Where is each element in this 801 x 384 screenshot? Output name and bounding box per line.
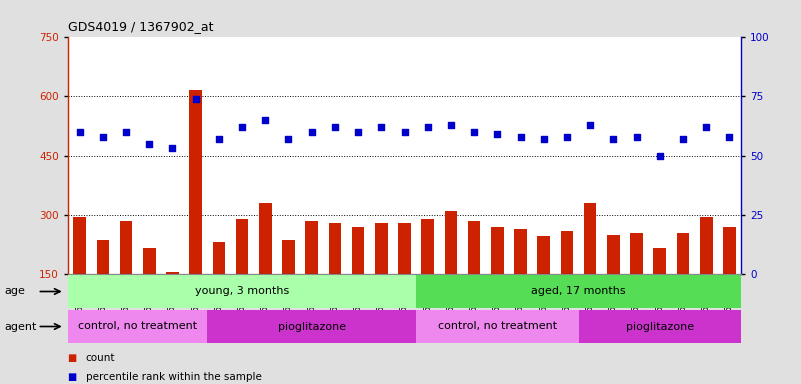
Bar xyxy=(166,272,179,274)
Point xyxy=(723,134,736,140)
Bar xyxy=(74,217,86,274)
Bar xyxy=(68,275,416,308)
Point xyxy=(561,134,574,140)
Bar xyxy=(143,248,155,274)
Text: percentile rank within the sample: percentile rank within the sample xyxy=(86,372,262,382)
Text: agent: agent xyxy=(4,321,36,331)
Point xyxy=(143,141,155,147)
Point xyxy=(328,124,341,130)
Point xyxy=(189,96,202,102)
Bar xyxy=(723,227,735,274)
Text: control, no treatment: control, no treatment xyxy=(78,321,197,331)
Bar xyxy=(282,240,295,274)
Text: young, 3 months: young, 3 months xyxy=(195,286,289,296)
Bar xyxy=(375,223,388,274)
Point xyxy=(677,136,690,142)
Bar xyxy=(68,310,207,343)
Text: aged, 17 months: aged, 17 months xyxy=(531,286,626,296)
Bar xyxy=(207,310,416,343)
Bar xyxy=(468,221,481,274)
Bar xyxy=(491,227,504,274)
Point xyxy=(630,134,643,140)
Point xyxy=(700,124,713,130)
Text: pioglitazone: pioglitazone xyxy=(278,321,346,331)
Bar xyxy=(189,90,202,274)
Text: ■: ■ xyxy=(68,353,80,363)
Point xyxy=(398,129,411,135)
Point xyxy=(166,145,179,151)
Bar xyxy=(514,228,527,274)
Point xyxy=(305,129,318,135)
Point xyxy=(654,152,666,159)
Point xyxy=(73,129,86,135)
Bar xyxy=(352,227,364,274)
Point xyxy=(259,117,272,123)
Bar xyxy=(445,211,457,274)
Point xyxy=(514,134,527,140)
Bar xyxy=(654,248,666,274)
Bar xyxy=(584,203,597,274)
Point xyxy=(119,129,132,135)
Bar xyxy=(398,223,411,274)
Point xyxy=(584,122,597,128)
Point xyxy=(282,136,295,142)
Bar xyxy=(607,235,620,274)
Bar xyxy=(416,275,741,308)
Point xyxy=(607,136,620,142)
Point xyxy=(537,136,550,142)
Point xyxy=(352,129,364,135)
Text: control, no treatment: control, no treatment xyxy=(438,321,557,331)
Point xyxy=(375,124,388,130)
Bar xyxy=(630,233,643,274)
Bar xyxy=(305,221,318,274)
Bar xyxy=(259,203,272,274)
Text: count: count xyxy=(86,353,115,363)
Bar xyxy=(677,233,690,274)
Bar xyxy=(700,217,713,274)
Text: pioglitazone: pioglitazone xyxy=(626,321,694,331)
Text: GDS4019 / 1367902_at: GDS4019 / 1367902_at xyxy=(68,20,214,33)
Bar xyxy=(119,221,132,274)
Point xyxy=(96,134,109,140)
Text: ■: ■ xyxy=(68,372,80,382)
Bar xyxy=(235,219,248,274)
Bar xyxy=(561,230,574,274)
Bar xyxy=(537,237,550,274)
Point xyxy=(491,131,504,137)
Point xyxy=(212,136,225,142)
Point xyxy=(468,129,481,135)
Point xyxy=(421,124,434,130)
Text: age: age xyxy=(4,286,25,296)
Bar xyxy=(212,242,225,274)
Point xyxy=(235,124,248,130)
Bar xyxy=(328,223,341,274)
Bar xyxy=(416,310,578,343)
Bar xyxy=(578,310,741,343)
Point xyxy=(445,122,457,128)
Bar xyxy=(421,219,434,274)
Bar xyxy=(96,240,109,274)
